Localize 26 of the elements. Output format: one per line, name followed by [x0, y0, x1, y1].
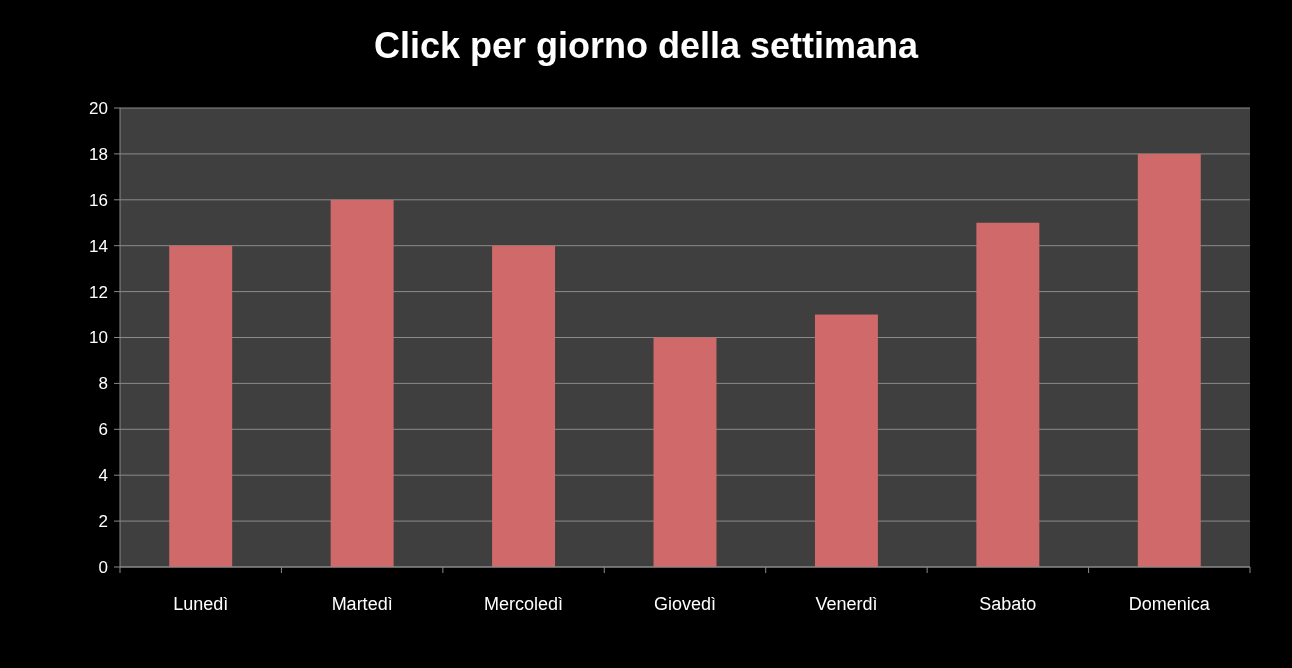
bar: [330, 199, 394, 567]
y-tick-label: 14: [89, 236, 108, 256]
bar: [492, 245, 556, 567]
y-tick-label: 8: [98, 374, 108, 394]
y-tick-label: 6: [98, 420, 108, 440]
x-tick-label: Domenica: [1128, 594, 1211, 614]
bar: [653, 337, 717, 567]
x-tick-label: Sabato: [979, 594, 1037, 614]
y-tick-label: 18: [89, 144, 108, 164]
y-tick-label: 4: [98, 466, 108, 486]
bar: [1137, 153, 1201, 567]
x-tick-label: Venerdì: [815, 594, 878, 614]
x-tick-label: Giovedì: [653, 594, 717, 614]
y-tick-label: 12: [89, 282, 108, 302]
chart-title: Click per giorno della settimana: [373, 25, 920, 66]
x-tick-label: Lunedì: [173, 594, 229, 614]
bar: [169, 245, 233, 567]
bar: [814, 314, 878, 567]
y-tick-label: 20: [89, 98, 108, 118]
y-tick-label: 16: [89, 190, 108, 210]
y-tick-label: 0: [98, 557, 108, 577]
x-tick-label: Mercoledì: [484, 594, 564, 614]
y-tick-label: 10: [89, 328, 108, 348]
bar: [976, 222, 1040, 567]
x-tick-label: Martedì: [331, 594, 393, 614]
y-tick-label: 2: [98, 512, 108, 532]
